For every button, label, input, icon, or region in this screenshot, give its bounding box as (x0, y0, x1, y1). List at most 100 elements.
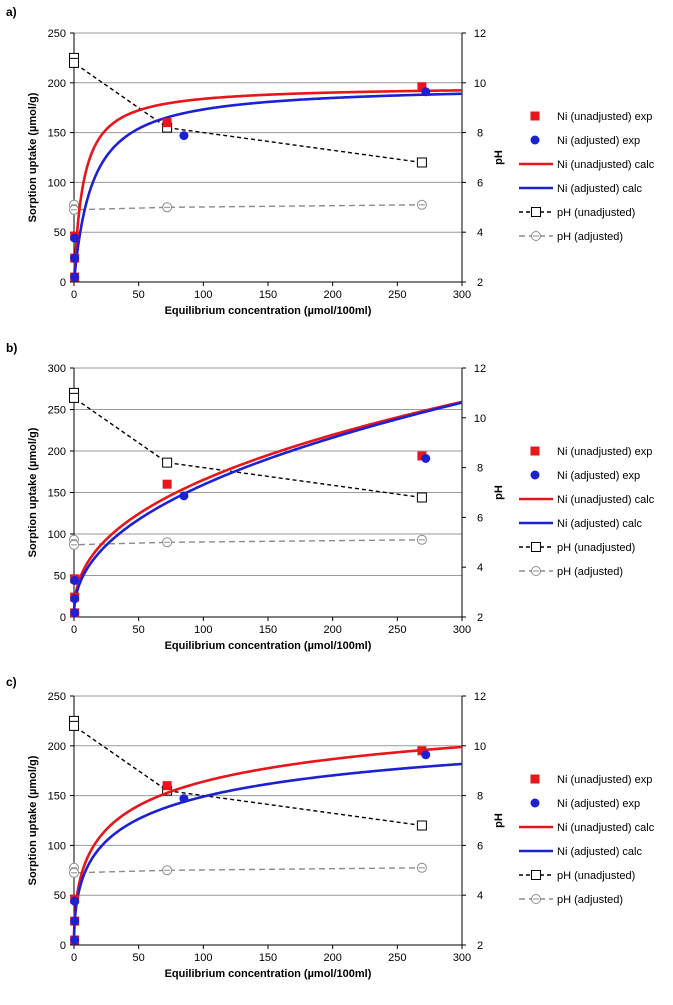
legend-label: pH (adjusted) (557, 231, 623, 243)
legend-label: Ni (unadjusted) calc (557, 159, 655, 171)
legend-label: pH (unadjusted) (557, 542, 635, 554)
x-tick-label: 300 (453, 289, 471, 301)
point-ni-adjusted-exp (421, 453, 431, 463)
point-ni-adjusted-exp (70, 916, 80, 926)
legend-item: Ni (unadjusted) calc (519, 494, 655, 506)
legend-label: Ni (adjusted) calc (557, 846, 642, 858)
y2-tick-label: 2 (477, 277, 483, 289)
chart-panel-b: b) 0 50 100 150 200 250 300 2 4 6 8 10 12 0 50 100 150 200… (6, 341, 655, 652)
y2-axis-title: pH (493, 813, 505, 828)
point-ni-unadjusted-exp (417, 82, 427, 92)
point-ni-adjusted-exp (70, 575, 80, 585)
y2-tick-label: 12 (474, 691, 486, 703)
y2-tick-label: 8 (477, 791, 483, 803)
legend-item: Ni (unadjusted) calc (519, 822, 655, 834)
y2-tick-label: 10 (474, 78, 486, 90)
curve-ni-adjusted-calc (72, 762, 463, 946)
y-tick-label: 0 (60, 940, 66, 952)
x-tick-label: 0 (71, 289, 77, 301)
x-axis-title: Equilibrium concentration (µmol/100ml) (165, 968, 372, 980)
legend: Ni (unadjusted) exp Ni (adjusted) exp Ni (… (519, 446, 655, 578)
legend-label: pH (unadjusted) (557, 207, 635, 219)
chart-panel-a: a) 0 50 100 150 200 250 2 4 6 8 10 12 0 50 100 150 200 250… (6, 5, 655, 317)
legend-label: Ni (adjusted) exp (557, 470, 640, 482)
chart-panel-c: c) 0 50 100 150 200 250 2 4 6 8 10 12 0 50 100 150 200 250… (6, 675, 655, 980)
y-tick-label: 0 (60, 612, 66, 624)
point-ni-adjusted-exp (70, 233, 80, 243)
legend-swatch-marker (531, 870, 541, 880)
legend-item: Ni (adjusted) exp (530, 470, 640, 482)
legend-item: pH (adjusted) (519, 566, 623, 578)
point-ni-adjusted-exp (70, 896, 80, 906)
x-tick-label: 50 (133, 624, 145, 636)
point-ni-adjusted-exp (421, 750, 431, 760)
point-ph-unadjusted (69, 392, 79, 403)
y2-tick-label: 6 (477, 177, 483, 189)
point-ni-adjusted-exp (421, 87, 431, 97)
x-tick-label: 300 (453, 952, 471, 964)
y-tick-label: 300 (48, 363, 66, 375)
legend-swatch (530, 774, 540, 784)
x-tick-label: 0 (71, 624, 77, 636)
y-axis-title: Sorption uptake (µmol/g) (27, 755, 39, 885)
legend-swatch-marker (531, 207, 541, 217)
x-tick-label: 150 (259, 624, 277, 636)
legend-label: Ni (adjusted) calc (557, 183, 642, 195)
panel-label: b) (6, 341, 17, 355)
y2-tick-label: 6 (477, 512, 483, 524)
x-tick-label: 50 (133, 289, 145, 301)
panel-label: a) (6, 5, 17, 19)
x-tick-label: 250 (388, 624, 406, 636)
legend-label: Ni (adjusted) exp (557, 135, 640, 147)
y2-tick-label: 4 (477, 562, 483, 574)
x-tick-label: 200 (323, 624, 341, 636)
legend-label: Ni (unadjusted) exp (557, 774, 652, 786)
legend-item: pH (unadjusted) (519, 542, 635, 554)
y-tick-label: 0 (60, 277, 66, 289)
point-ph-unadjusted (416, 157, 427, 168)
y-axis-title: Sorption uptake (µmol/g) (27, 427, 39, 557)
legend-swatch (530, 446, 540, 456)
x-axis-title: Equilibrium concentration (µmol/100ml) (165, 305, 372, 317)
legend-swatch (530, 135, 540, 145)
point-ph-unadjusted (162, 457, 173, 468)
line-ph-unadjusted (73, 720, 423, 827)
y-tick-label: 50 (54, 227, 66, 239)
curve-ni-unadjusted-calc (72, 745, 463, 946)
point-ni-adjusted-exp (179, 491, 189, 501)
y2-axis-title: pH (493, 485, 505, 500)
y2-tick-label: 4 (477, 890, 483, 902)
legend-label: pH (adjusted) (557, 566, 623, 578)
line-ph-adjusted (73, 539, 422, 546)
curve-ni-adjusted-calc (72, 92, 463, 283)
plot-area (69, 52, 463, 283)
legend-label: Ni (unadjusted) exp (557, 446, 652, 458)
line-ph-unadjusted (73, 392, 423, 499)
y2-tick-label: 4 (477, 227, 483, 239)
legend-item: pH (adjusted) (519, 231, 623, 243)
x-tick-label: 0 (71, 952, 77, 964)
panel-label: c) (6, 675, 17, 689)
point-ni-adjusted-exp (179, 131, 189, 141)
y2-tick-label: 2 (477, 612, 483, 624)
legend-item: Ni (unadjusted) exp (530, 111, 652, 123)
x-tick-label: 100 (194, 289, 212, 301)
y2-tick-label: 8 (477, 463, 483, 475)
legend-label: pH (adjusted) (557, 894, 623, 906)
x-tick-label: 300 (453, 624, 471, 636)
y2-tick-label: 2 (477, 940, 483, 952)
curve-ni-adjusted-calc (72, 401, 463, 618)
curve-ni-unadjusted-calc (72, 400, 463, 618)
line-ph-unadjusted (73, 57, 423, 164)
legend-item: Ni (adjusted) calc (519, 518, 642, 530)
x-tick-label: 200 (323, 289, 341, 301)
plot-area (69, 715, 463, 946)
y-tick-label: 250 (48, 405, 66, 417)
point-ph-unadjusted (69, 720, 79, 731)
legend: Ni (unadjusted) exp Ni (adjusted) exp Ni (… (519, 111, 655, 243)
legend-item: Ni (adjusted) exp (530, 798, 640, 810)
legend-label: Ni (adjusted) calc (557, 518, 642, 530)
y-tick-label: 100 (48, 177, 66, 189)
y-tick-label: 200 (48, 446, 66, 458)
